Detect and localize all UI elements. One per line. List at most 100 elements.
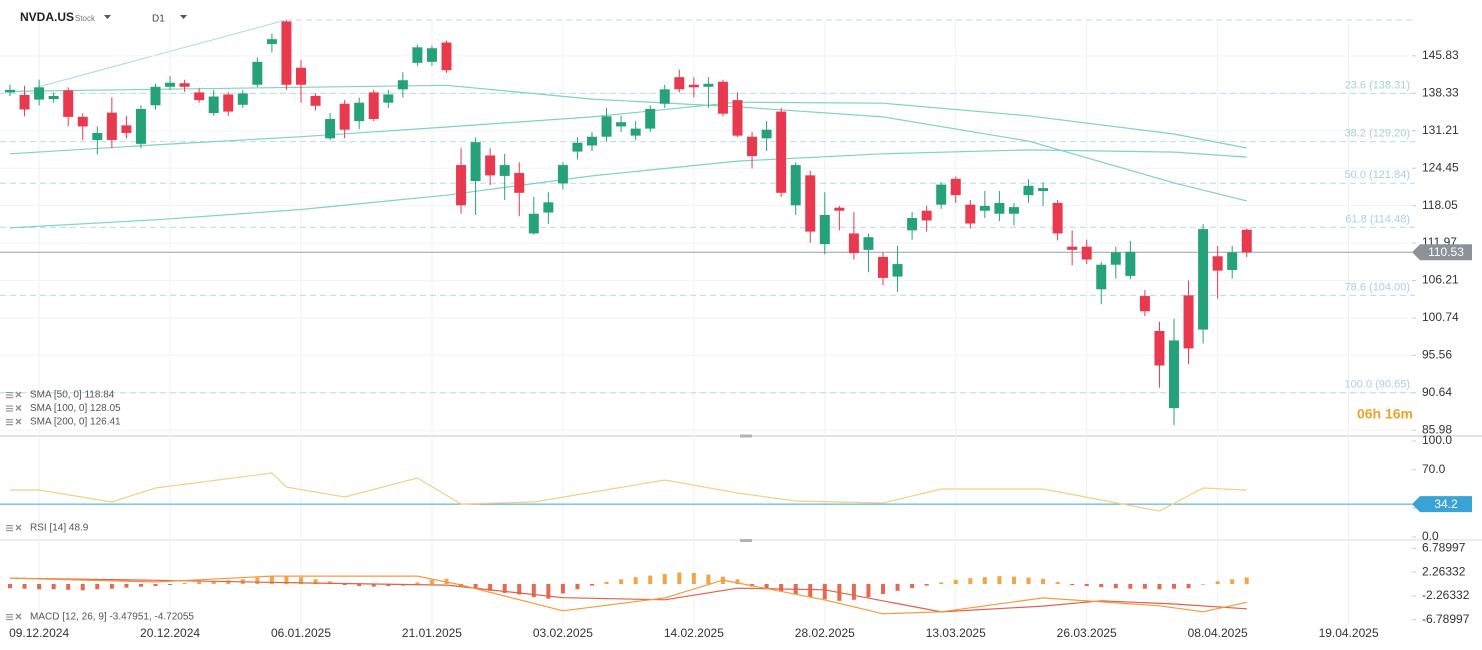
dropdown-arrow[interactable]	[104, 15, 111, 19]
panel-handle[interactable]	[740, 434, 752, 438]
legend-icon	[6, 392, 13, 394]
candle-body	[470, 142, 481, 182]
macd-histogram-bar	[822, 584, 827, 600]
last-price-badge	[1412, 244, 1472, 261]
candle-body	[368, 92, 379, 119]
x-tick-label: 13.03.2025	[926, 626, 986, 640]
legend-close[interactable]	[15, 391, 22, 398]
candle-body	[848, 233, 859, 254]
symbol[interactable]: NVDA.US	[20, 10, 74, 24]
macd-histogram-bar	[546, 584, 551, 599]
macd-histogram-bar	[604, 581, 609, 584]
candle-body	[688, 84, 699, 88]
candle-body	[252, 61, 263, 85]
y-tick-label: 6.78997	[1422, 540, 1466, 554]
candle-body	[1183, 295, 1194, 349]
macd-histogram-bar	[764, 584, 769, 589]
candle-body	[106, 112, 117, 141]
macd-histogram-bar	[415, 582, 420, 584]
legend-icon	[6, 410, 13, 412]
sma-line	[9, 101, 1247, 155]
panel-handle[interactable]	[740, 539, 752, 542]
candle-body	[412, 47, 423, 63]
candle-body	[761, 129, 772, 139]
timeframe[interactable]: D1	[152, 14, 165, 25]
macd-line	[9, 575, 1247, 615]
macd-histogram-bar	[1201, 584, 1206, 585]
candle-body	[994, 202, 1005, 214]
y-tick-label: 145.83	[1422, 48, 1459, 62]
macd-histogram-bar	[1157, 584, 1162, 590]
macd-histogram-bar	[1084, 584, 1089, 587]
macd-histogram-bar	[575, 584, 580, 590]
legend-close[interactable]	[15, 524, 22, 531]
candle-body	[1227, 252, 1238, 270]
candle-body	[441, 42, 452, 71]
candle-body	[528, 213, 539, 234]
x-tick-label: 03.02.2025	[533, 626, 593, 640]
macd-histogram-bar	[677, 572, 682, 584]
macd-histogram-bar	[1070, 584, 1075, 586]
x-tick-label: 20.12.2024	[140, 626, 200, 640]
candle-body	[1125, 251, 1136, 276]
fibonacci-label: 50.0 (121.84)	[1345, 169, 1410, 181]
candle-body	[1212, 256, 1223, 271]
y-tick-label: -2.26332	[1422, 588, 1470, 602]
legend-icon	[6, 405, 13, 407]
macd-histogram-bar	[1026, 577, 1031, 584]
y-tick-label: 131.21	[1422, 123, 1459, 137]
candle-body	[703, 83, 714, 87]
candle-body	[543, 202, 554, 213]
candle-body	[790, 165, 801, 206]
candle-body	[354, 102, 365, 122]
candle-body	[5, 89, 15, 93]
candle-body	[819, 214, 830, 245]
macd-histogram-bar	[590, 584, 594, 586]
sma-legend: SMA [200, 0] 126.41	[30, 417, 121, 428]
legend-close[interactable]	[15, 418, 22, 425]
macd-histogram-bar	[531, 584, 536, 598]
x-tick-label: 06.01.2025	[271, 626, 331, 640]
sma-line	[9, 149, 1247, 229]
dropdown-arrow[interactable]	[180, 15, 187, 19]
candle-body	[776, 111, 787, 193]
macd-histogram-bar	[1244, 577, 1249, 584]
macd-histogram-bar	[357, 584, 362, 587]
candle-body	[616, 122, 627, 127]
legend-close[interactable]	[15, 613, 22, 620]
macd-histogram-bar	[488, 584, 493, 591]
candle-body	[1198, 229, 1209, 330]
legend-icon	[6, 408, 13, 410]
candle-body	[601, 116, 612, 137]
candle-body	[499, 165, 510, 176]
macd-histogram-bar	[197, 581, 202, 584]
candle-body	[659, 89, 670, 104]
macd-histogram-bar	[1011, 576, 1016, 584]
y-tick-label: 70.0	[1422, 462, 1446, 476]
candle-body	[456, 165, 467, 206]
legend-icon	[6, 424, 13, 426]
candle-body	[878, 256, 888, 278]
macd-histogram-bar	[22, 584, 27, 589]
macd-histogram-bar	[968, 578, 973, 584]
candle-body	[92, 132, 103, 141]
legend-icon	[6, 525, 13, 527]
candle-body	[1154, 331, 1165, 366]
candle-body	[557, 165, 568, 184]
candle-body	[485, 155, 496, 176]
macd-histogram-bar	[619, 579, 624, 584]
candle-body	[950, 178, 961, 196]
fibonacci-label: 38.2 (129.20)	[1345, 128, 1410, 140]
y-tick-label: 124.45	[1422, 160, 1459, 174]
macd-histogram-bar	[299, 577, 303, 584]
macd-histogram-bar	[211, 580, 216, 584]
macd-legend: MACD [12, 26, 9] -3.47951, -4.72055	[30, 612, 194, 623]
candle-body	[1052, 202, 1063, 234]
legend-close[interactable]	[15, 405, 22, 411]
y-tick-label: 100.0	[1422, 433, 1452, 447]
candle-body	[834, 207, 845, 211]
fibonacci-label: 78.6 (104.00)	[1345, 281, 1410, 293]
candle-body	[397, 80, 408, 90]
